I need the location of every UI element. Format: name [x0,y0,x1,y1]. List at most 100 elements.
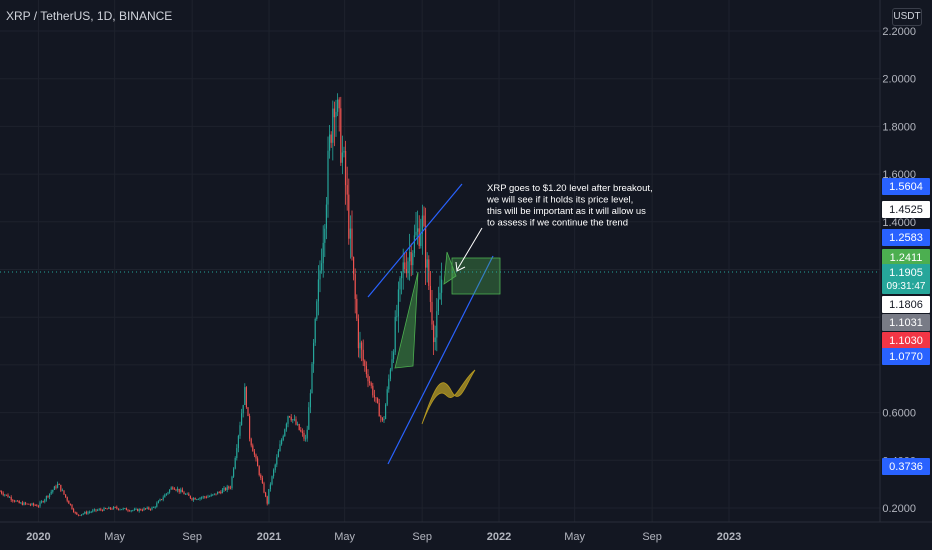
candle-body [295,419,297,425]
candle-body [287,416,289,424]
price-label-box [882,296,930,313]
candle-body [324,228,326,243]
candle-body [231,476,233,489]
candle-body [145,508,147,510]
candle-body [351,228,353,257]
last-price-text: 1.1905 [889,267,923,279]
candle-body [55,486,57,488]
candle-body [300,429,302,432]
candle-body [234,458,236,469]
candle-body [394,316,396,353]
x-tick-label: 2023 [717,531,741,543]
candle-body [109,507,111,509]
candle-body [290,417,292,421]
candle-body [189,495,191,499]
candle-body [97,510,99,511]
time-axis[interactable]: 2020 May Sep 2021 May Sep 2022 May Sep 2023 [26,531,741,543]
yellow-curve-shape [421,369,476,425]
currency-button[interactable]: USDT [892,8,922,26]
candle-body [23,502,25,505]
candle-body [76,512,78,515]
candle-body [386,389,388,405]
candle-body [439,292,441,300]
candle-body [161,499,163,500]
candle-body [165,493,167,495]
candle-body [434,337,436,343]
candle-body [82,513,84,515]
candle-body [260,474,262,478]
candle-body [52,489,54,492]
candle-body [34,505,36,506]
candle-body [157,501,159,504]
candle-body [81,514,83,516]
candle-body [114,506,116,508]
candle-body [39,502,41,507]
candle-body [322,242,324,264]
candle-body [359,342,361,349]
y-tick-label: 2.0000 [882,74,916,86]
candle-body [369,381,371,383]
candle-body [170,487,172,490]
x-tick-label: Sep [182,531,202,543]
symbol-title[interactable]: XRP / TetherUS, 1D, BINANCE [6,9,173,23]
candle-body [273,470,275,477]
candle-body [365,366,367,375]
candle-body [69,503,71,505]
candle-body [228,486,230,488]
candle-body [135,508,137,510]
candle-body [279,444,281,452]
candle-body [143,508,145,511]
price-label-text: 0.3736 [889,461,923,473]
candle-body [332,108,334,143]
candle-body [239,425,241,436]
candle-body [301,431,303,433]
price-labels: 1.5604 1.4525 1.2583 1.2411 1.1806 1.1031 1.10… [882,178,930,475]
price-label-box [882,458,930,475]
candle-body [297,424,299,425]
candle-body [340,108,342,163]
candle-body [236,448,238,459]
candle-body [74,512,76,513]
candle-body [429,285,431,302]
annotation-text: XRP goes to $1.20 level after breakout,w… [486,183,653,229]
candle-body [383,419,385,421]
candle-body [345,150,347,186]
candle-body [21,502,23,505]
candle-body [314,318,316,343]
candle-body [325,204,327,229]
candle-body [433,324,435,343]
candle-body [346,185,348,195]
candle-body [185,493,187,495]
candle-body [298,424,300,430]
candle-body [113,506,115,510]
price-label-box [882,314,930,331]
annotation-line: this will be important as it will allow … [487,206,646,217]
candle-body [9,497,11,498]
candle-body [309,393,311,408]
candle-body [79,514,81,516]
candle-body [373,395,375,398]
candle-body [173,488,175,490]
price-label-box [882,229,930,246]
y-tick-label: 0.6000 [882,408,916,420]
candle-body [423,215,425,227]
price-label-box [882,201,930,218]
candle-body [226,486,228,491]
candle-body [425,226,427,268]
candle-body [391,359,393,370]
candle-body [372,385,374,396]
candle-body [153,507,155,508]
candle-body [121,509,123,511]
candle-body [122,508,124,510]
candle-body [186,493,188,495]
candle-body [276,457,278,465]
candle-body [407,261,409,274]
candle-body [308,407,310,430]
channel-upper-line [367,183,463,298]
candle-body [437,299,439,312]
candle-body [311,363,313,394]
candle-body [333,108,335,118]
candle-body [73,509,75,513]
candle-body [265,492,267,497]
